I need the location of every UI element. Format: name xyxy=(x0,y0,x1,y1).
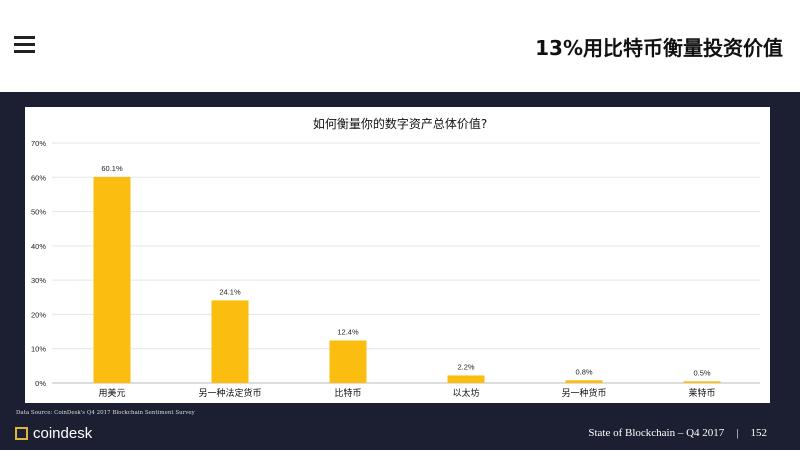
y-tick-label: 10% xyxy=(31,345,46,354)
y-tick-label: 30% xyxy=(31,276,46,285)
report-name: State of Blockchain – Q4 2017 xyxy=(588,427,725,439)
x-tick-label: 用美元 xyxy=(98,387,125,399)
bar xyxy=(211,300,249,383)
footer-info: State of Blockchain – Q4 2017 | 152 xyxy=(588,427,767,439)
brand-name: coindesk xyxy=(33,425,93,442)
x-tick-label: 另一种法定货币 xyxy=(198,387,261,399)
coindesk-logo-icon xyxy=(15,427,28,440)
page-number: 152 xyxy=(750,427,768,439)
data-source: Data Source: CoinDesk's Q4 2017 Blockcha… xyxy=(16,410,195,416)
chart-title: 如何衡量你的数字资产总体价值? xyxy=(313,116,487,131)
hamburger-menu-icon[interactable] xyxy=(14,36,35,53)
x-tick-label: 以太坊 xyxy=(452,387,479,399)
y-tick-label: 0% xyxy=(35,379,46,388)
y-tick-label: 60% xyxy=(31,173,46,182)
coindesk-logo: coindesk xyxy=(15,425,92,442)
bar xyxy=(683,381,721,383)
x-tick-label: 比特币 xyxy=(334,387,361,399)
bar xyxy=(565,380,603,383)
x-tick-label: 莱特币 xyxy=(688,387,715,399)
header-bar: 13%用比特币衡量投资价值 xyxy=(0,0,800,92)
bar xyxy=(329,340,367,383)
separator: | xyxy=(736,427,739,439)
slide-title: 13%用比特币衡量投资价值 xyxy=(535,36,783,60)
y-tick-label: 50% xyxy=(31,208,46,217)
data-label: 0.8% xyxy=(575,367,592,376)
chart-panel xyxy=(25,107,770,403)
y-tick-label: 40% xyxy=(31,242,46,251)
y-tick-label: 70% xyxy=(31,139,46,148)
bar xyxy=(447,375,485,383)
data-label: 2.2% xyxy=(457,362,474,371)
y-tick-label: 20% xyxy=(31,310,46,319)
bar xyxy=(93,176,131,383)
data-label: 24.1% xyxy=(219,287,241,296)
x-tick-label: 另一种货币 xyxy=(561,387,606,399)
data-label: 0.5% xyxy=(693,368,710,377)
data-label: 12.4% xyxy=(337,327,359,336)
data-label: 60.1% xyxy=(101,164,123,173)
